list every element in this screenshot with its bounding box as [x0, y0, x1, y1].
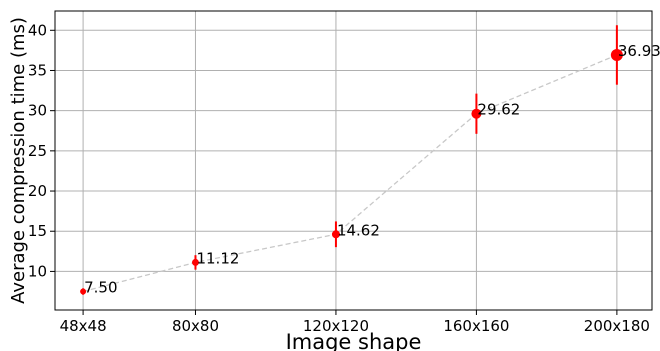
- connector-line: [82, 54, 618, 293]
- x-tick-label: 48x48: [60, 317, 107, 335]
- series-connector: [82, 54, 618, 293]
- plot-frame: [54, 10, 653, 311]
- y-tick-label: 15: [28, 222, 47, 240]
- y-tick-label: 40: [28, 21, 47, 39]
- x-ticks: 48x48 80x80 120x120 160x160 200x180: [60, 310, 650, 335]
- data-label: 11.12: [196, 249, 239, 267]
- x-tick-label: 80x80: [172, 317, 219, 335]
- y-axis-label: Average compression time (ms): [8, 17, 29, 304]
- data-points: [80, 48, 623, 295]
- data-point: [471, 108, 482, 119]
- data-label: 14.62: [337, 221, 380, 239]
- x-tick-label: 120x120: [303, 317, 369, 335]
- grid: [55, 11, 652, 310]
- y-tick-label: 35: [28, 61, 47, 79]
- y-tick-label: 20: [28, 182, 47, 200]
- x-axis-label: Image shape: [286, 330, 422, 351]
- x-tick-label: 200x180: [584, 317, 650, 335]
- data-point: [80, 288, 87, 295]
- data-point: [191, 258, 199, 266]
- y-tick-label: 25: [28, 142, 47, 160]
- data-point: [331, 230, 340, 239]
- data-label: 7.50: [84, 279, 117, 297]
- y-ticks: 10 15 20 25 30 35 40: [28, 21, 55, 280]
- data-label: 29.62: [477, 101, 520, 119]
- data-label: 36.93: [618, 42, 660, 60]
- y-tick-label: 10: [28, 262, 47, 280]
- data-point: [610, 48, 623, 61]
- error-bars: [82, 25, 618, 295]
- x-tick-label: 160x160: [443, 317, 509, 335]
- y-tick-label: 30: [28, 102, 47, 120]
- data-labels: 7.50 11.12 14.62 29.62 36.93: [84, 42, 660, 297]
